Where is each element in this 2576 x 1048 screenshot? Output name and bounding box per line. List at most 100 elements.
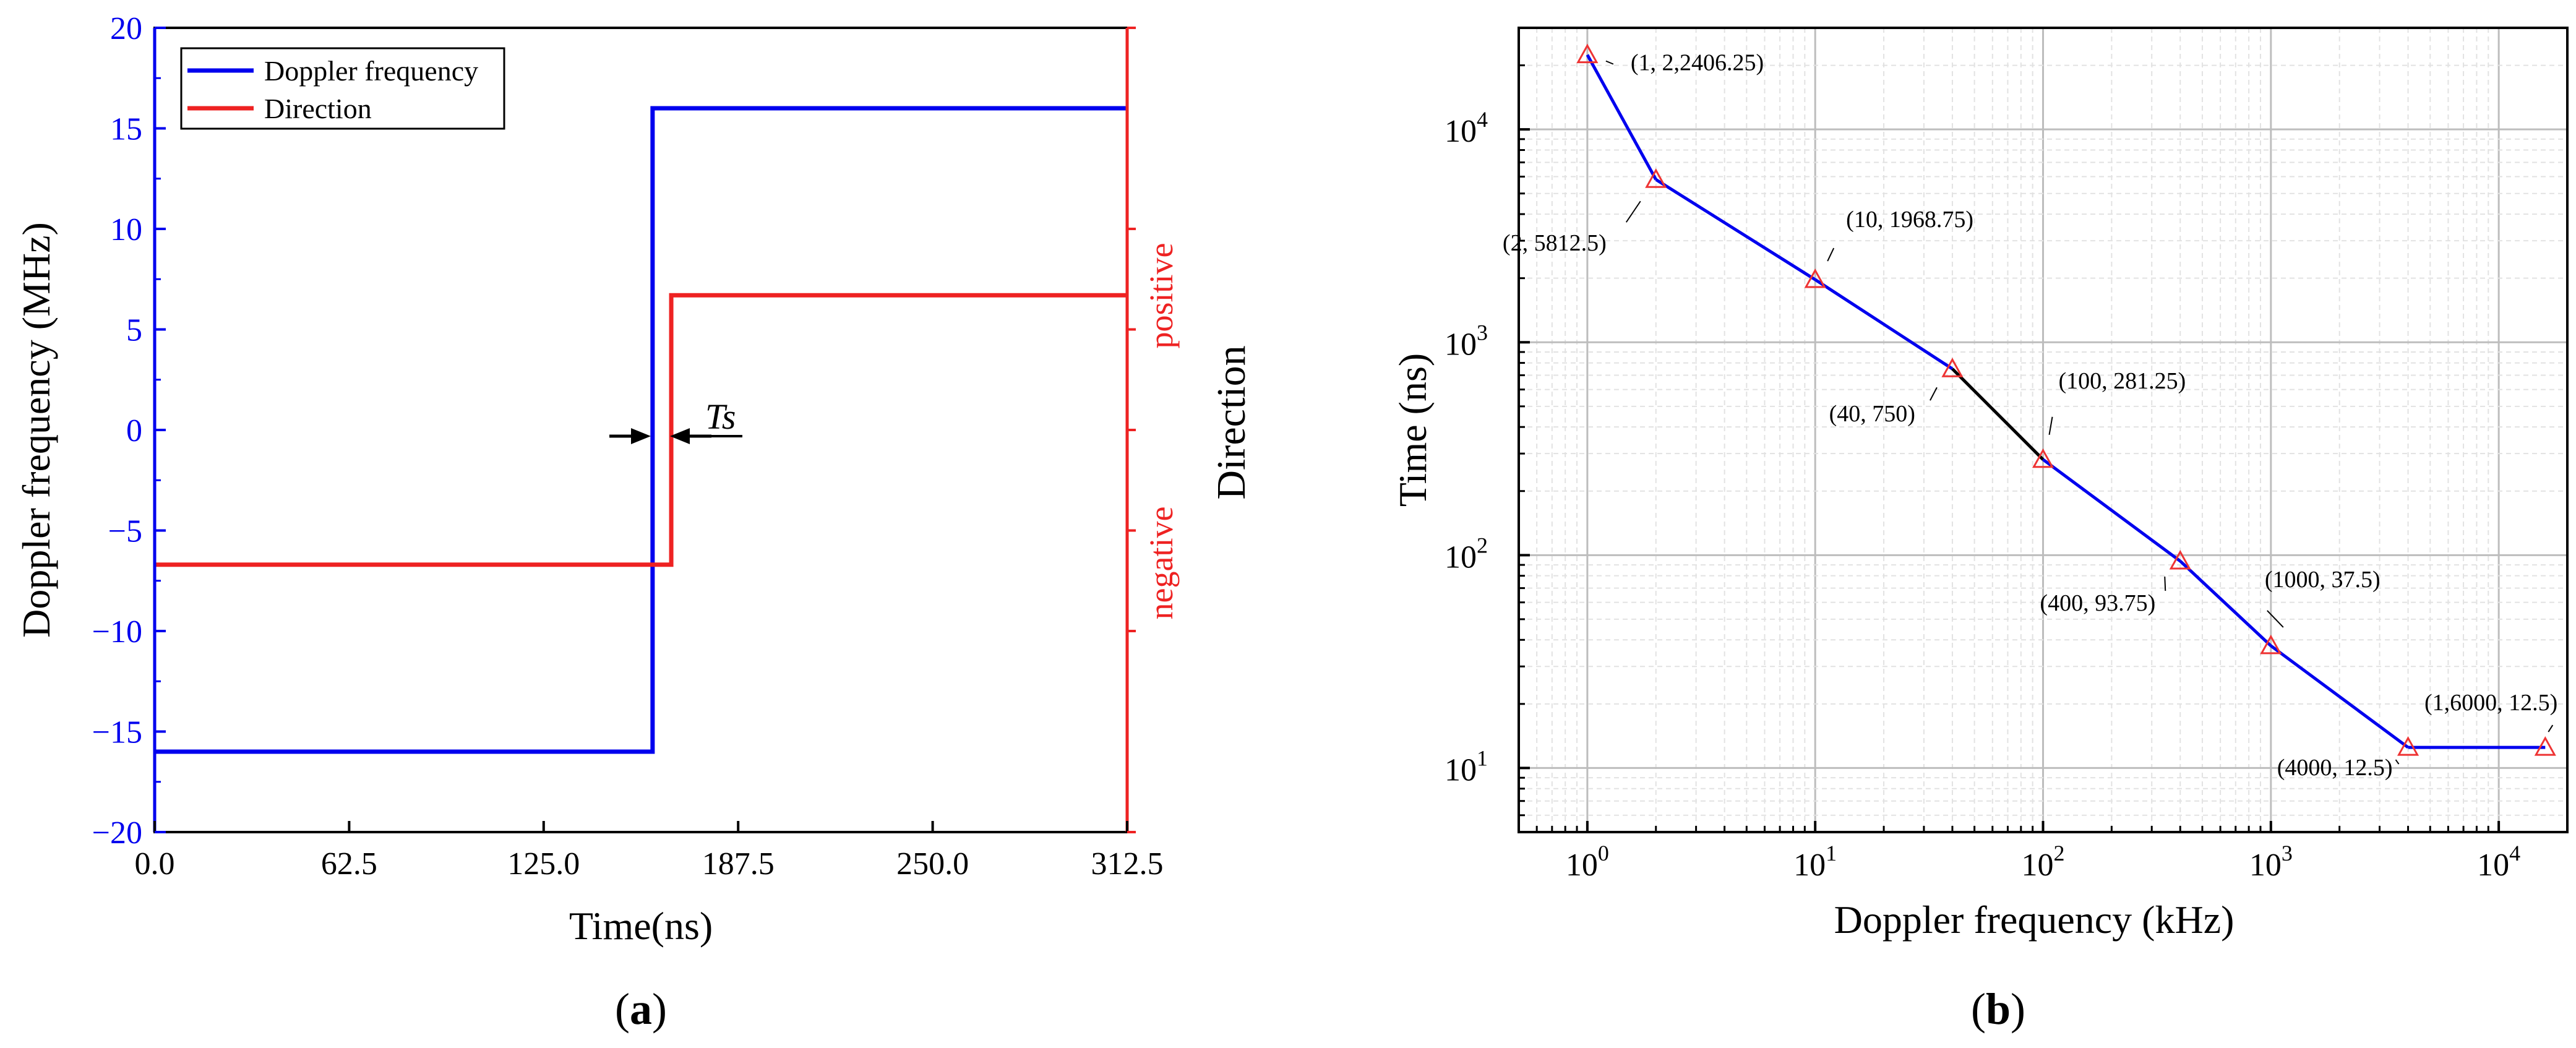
- panel-b-x-axis-label: Doppler frequency (kHz): [1834, 898, 2235, 942]
- panel-b-grid: [1518, 27, 2568, 833]
- panel-a-y-axis-label: Doppler frequency (MHz): [14, 222, 58, 638]
- series-line-doppler-frequency: [155, 106, 1127, 754]
- series-segment: [1951, 367, 2045, 461]
- series-segment: [2042, 458, 2181, 562]
- panel-b-series: [1586, 54, 2546, 749]
- y-tick-label: −15: [92, 715, 142, 750]
- panel-a-y2-level-negative: negative: [1143, 507, 1180, 620]
- ts-label: Ts: [705, 397, 736, 437]
- y-tick-label: 0: [126, 413, 142, 449]
- point-label: (1000, 37.5): [2265, 567, 2381, 593]
- data-point-marker: [2032, 448, 2054, 468]
- legend-label-doppler: Doppler frequency: [264, 55, 478, 87]
- point-label-leader: [2267, 610, 2284, 628]
- x-tick-label: 100: [1566, 841, 1609, 883]
- panel-a-series: [155, 106, 1127, 754]
- y-tick-label: 5: [126, 313, 142, 348]
- series-line-direction: [155, 293, 1127, 567]
- panel-b-letter: b: [1986, 984, 2011, 1034]
- data-point-marker: [1804, 268, 1826, 288]
- x-tick-label: 104: [2477, 841, 2520, 883]
- panel-a-y-ticks: 20 15 10 5 0 −5 −10 −15 −20: [92, 11, 166, 851]
- point-label-leader: [2048, 416, 2053, 435]
- point-label: (1,6000, 12.5): [2424, 690, 2557, 716]
- x-tick-label: 101: [1793, 841, 1837, 883]
- panel-b-label: (b): [1971, 984, 2025, 1034]
- panel-a-x-axis-label: Time(ns): [569, 904, 713, 948]
- panel-b-x-ticks: 100 101 102 103 104: [1518, 821, 2569, 883]
- x-tick-label: 103: [2249, 841, 2293, 883]
- point-label-leader: [2395, 759, 2400, 765]
- panel-b-y-ticks: 101 102 103 104: [1445, 27, 1530, 833]
- y-tick-exponent: 2: [1477, 533, 1488, 557]
- x-tick-exponent: 0: [1598, 841, 1609, 865]
- ts-left-arrowhead: [631, 428, 651, 444]
- panel-a-ts-annotation: Ts: [609, 397, 742, 444]
- series-segment: [1814, 278, 1954, 371]
- data-point-marker: [2534, 736, 2556, 756]
- point-label-leader: [2548, 724, 2554, 732]
- y-tick-exponent: 4: [1477, 107, 1488, 132]
- panel-a-legend: Doppler frequency Direction: [180, 47, 505, 130]
- panel-a-y2-level-positive: positive: [1143, 243, 1180, 349]
- point-label: (40, 750): [1829, 401, 1915, 427]
- x-tick-exponent: 1: [1826, 841, 1837, 865]
- y-tick-exponent: 1: [1477, 745, 1488, 770]
- x-tick-exponent: 2: [2054, 841, 2065, 865]
- panel-a-plot-frame: [153, 27, 1128, 833]
- x-tick-exponent: 4: [2509, 841, 2520, 865]
- y-tick-exponent: 3: [1477, 320, 1488, 345]
- data-point-marker: [1576, 43, 1599, 64]
- y-tick-label: 10: [110, 212, 142, 247]
- point-label-leader: [1827, 247, 1835, 262]
- data-point-marker: [1645, 168, 1667, 188]
- x-tick-label: 250.0: [896, 846, 969, 882]
- y-tick-label: 101: [1445, 745, 1488, 788]
- point-label: (400, 93.75): [2040, 590, 2155, 616]
- y-tick-label: −10: [92, 614, 142, 650]
- panel-b-y-axis-label: Time (ns): [1391, 353, 1435, 507]
- y-tick-label: 15: [110, 112, 142, 147]
- panel-a-right-ticks: [1127, 27, 1136, 833]
- legend-label-direction: Direction: [264, 93, 372, 124]
- x-tick-label: 187.5: [702, 846, 775, 882]
- x-tick-label: 102: [2022, 841, 2065, 883]
- y-tick-label: −20: [92, 815, 142, 851]
- x-tick-label: 312.5: [1091, 846, 1164, 882]
- panel-a-label: (a): [615, 984, 667, 1034]
- point-label: (4000, 12.5): [2277, 755, 2393, 781]
- panel-a-x-ticks: 0.0 62.5 125.0 187.5 250.0 312.5: [135, 821, 1164, 882]
- series-segment: [2179, 560, 2272, 647]
- y-tick-label: 104: [1445, 107, 1488, 149]
- x-tick-label: 62.5: [321, 846, 377, 882]
- x-tick-label: 125.0: [507, 846, 580, 882]
- panel-a-letter: a: [630, 984, 652, 1034]
- series-segment: [1586, 54, 1657, 181]
- point-label-leader: [1930, 387, 1938, 401]
- y-tick-label: 20: [110, 11, 142, 46]
- data-point-marker: [1941, 358, 1964, 377]
- point-label-leader: [1605, 60, 1614, 65]
- point-label-leader: [1625, 200, 1641, 223]
- data-point-marker: [2397, 736, 2419, 756]
- panel-a-y2-axis-label: Direction: [1209, 345, 1254, 499]
- x-tick-exponent: 3: [2282, 841, 2293, 865]
- x-tick-label: 0.0: [135, 846, 175, 882]
- ts-right-arrowhead: [670, 428, 690, 444]
- point-label: (2, 5812.5): [1503, 230, 1607, 256]
- point-label: (1, 2,2406.25): [1631, 50, 1764, 76]
- legend-box: [180, 47, 505, 130]
- point-label: (100, 281.25): [2059, 368, 2186, 394]
- panel-a: 0.0 62.5 125.0 187.5 250.0 312.5 20 15 10 5 0 −5 −1…: [14, 11, 1254, 1034]
- y-tick-label: 102: [1445, 533, 1488, 575]
- y-tick-label: −5: [108, 514, 142, 549]
- series-segment: [2270, 644, 2410, 749]
- panel-b-markers: [1576, 43, 2556, 756]
- panel-b-point-labels: (1, 2,2406.25) (2, 5812.5) (10, 1968.75) (4…: [1503, 50, 2557, 781]
- y-tick-label: 103: [1445, 320, 1488, 362]
- series-segment: [1655, 178, 1816, 281]
- data-point-marker: [2260, 634, 2282, 655]
- point-label: (10, 1968.75): [1846, 207, 1973, 233]
